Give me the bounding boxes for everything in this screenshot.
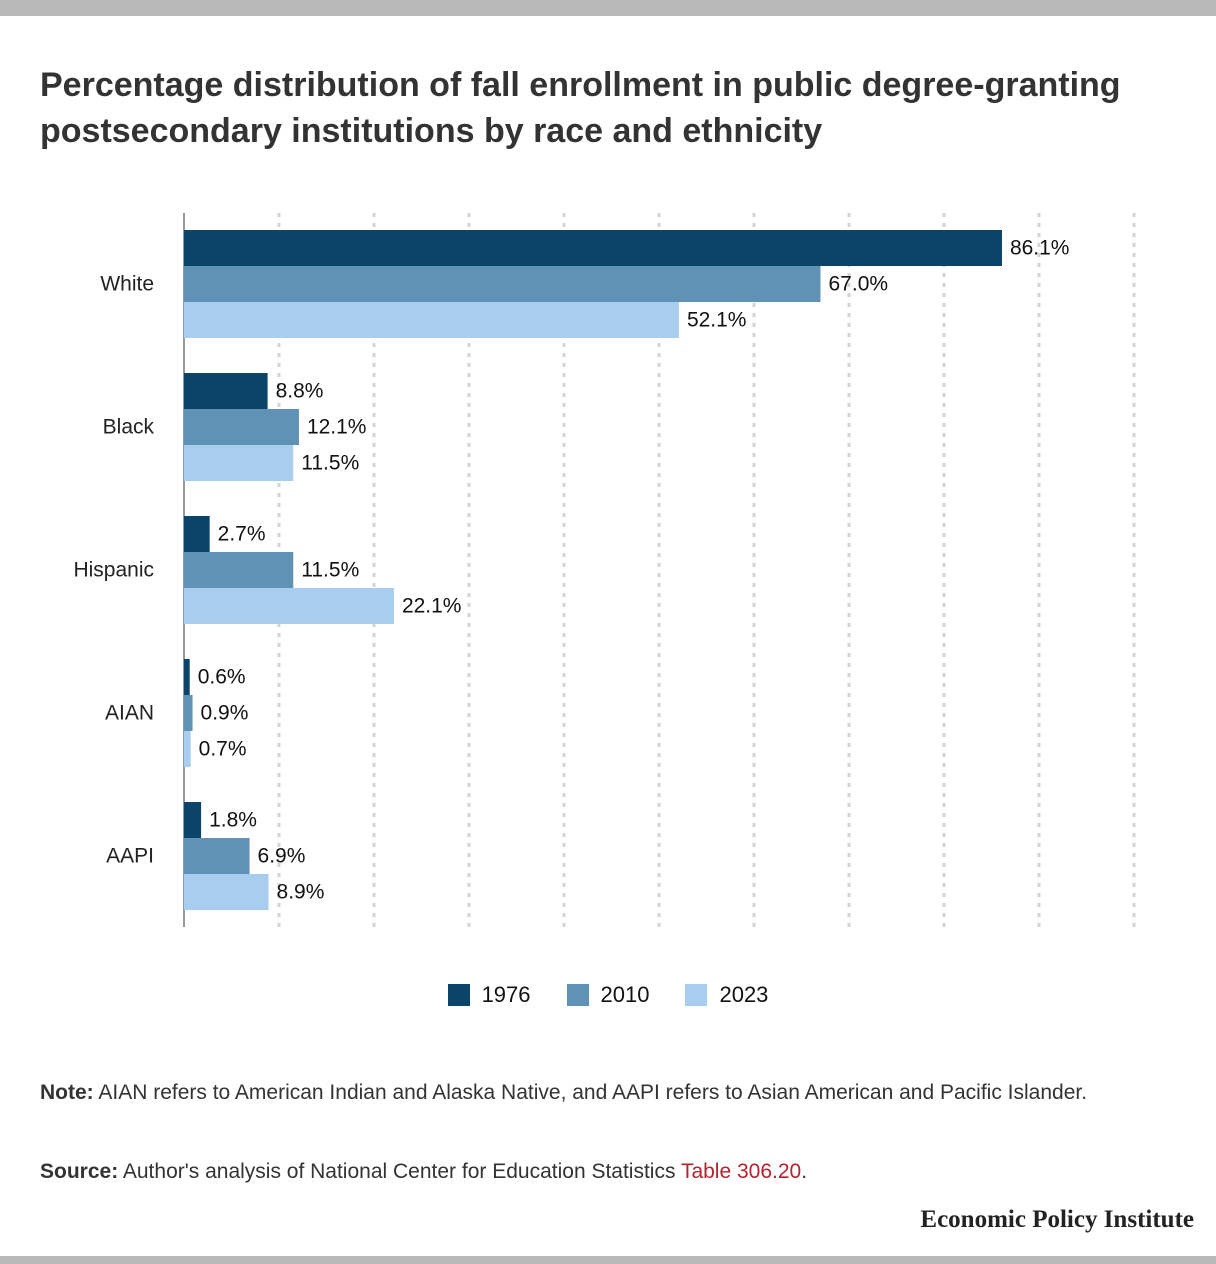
bar-aian-2010 [184,695,193,731]
data-label-aapi-1976: 1.8% [209,809,257,832]
legend-swatch-2010 [566,984,589,1006]
legend-item-2010: 2010 [566,982,650,1008]
data-label-black-2010: 12.1% [307,416,367,439]
bar-black-1976 [184,373,268,409]
bar-aapi-2023 [184,874,269,910]
legend-swatch-2023 [685,984,708,1006]
category-label-hispanic: Hispanic [73,559,154,582]
bar-aian-1976 [184,659,190,695]
data-label-white-1976: 86.1% [1010,237,1070,260]
data-label-aian-2010: 0.9% [201,702,249,725]
bottom-rule [0,1256,1216,1264]
legend-item-2023: 2023 [685,982,768,1008]
note-text: AIAN refers to American Indian and Alask… [93,1081,1088,1104]
data-label-white-2010: 67.0% [829,273,889,296]
data-label-hispanic-2010: 11.5% [301,559,359,582]
source-table-link[interactable]: Table 306.20 [680,1160,802,1183]
bar-hispanic-2010 [184,552,294,588]
source: Source: Author's analysis of National Ce… [40,1156,1160,1187]
source-end: . [801,1160,808,1183]
data-label-black-2023: 11.5% [301,452,359,475]
data-label-aian-2023: 0.7% [199,738,247,761]
bar-hispanic-1976 [184,516,210,552]
source-text: Author's analysis of National Center for… [118,1160,681,1183]
legend-swatch-1976 [447,984,470,1006]
chart-title: Percentage distribution of fall enrollme… [40,66,1121,150]
bar-white-2023 [184,302,679,338]
legend-label-2010: 2010 [600,982,650,1007]
data-label-hispanic-1976: 2.7% [218,523,266,546]
data-label-aapi-2010: 6.9% [258,845,306,868]
legend: 1976 2010 2023 [0,982,1216,1008]
top-rule [0,0,1216,16]
bar-chart: White 86.1% 67.0% 52.1% Black 8.8% 12.1% 11.5% H… [73,213,1136,927]
category-label-aapi: AAPI [106,845,154,868]
brand-logo: Economic Policy Institute [920,1206,1194,1233]
data-label-aapi-2023: 8.9% [277,881,325,904]
data-label-hispanic-2023: 22.1% [402,595,462,618]
bar-white-2010 [184,266,821,302]
data-label-white-2023: 52.1% [687,309,747,332]
bar-aapi-1976 [184,802,202,838]
legend-label-1976: 1976 [481,982,531,1007]
source-lead: Source: [40,1160,119,1183]
category-label-white: White [100,273,154,296]
bar-aapi-2010 [184,838,250,874]
legend-item-1976: 1976 [447,982,531,1008]
bar-white-1976 [184,230,1002,266]
bar-black-2010 [184,409,299,445]
data-label-aian-1976: 0.6% [198,666,246,689]
category-label-aian: AIAN [105,702,154,725]
data-label-black-1976: 8.8% [276,380,324,403]
bar-aian-2023 [184,731,191,767]
category-label-black: Black [103,416,155,439]
bar-black-2023 [184,445,294,481]
note: Note: AIAN refers to American Indian and… [40,1077,1160,1108]
note-lead: Note: [40,1081,94,1104]
bar-hispanic-2023 [184,588,394,624]
legend-label-2023: 2023 [719,982,769,1007]
